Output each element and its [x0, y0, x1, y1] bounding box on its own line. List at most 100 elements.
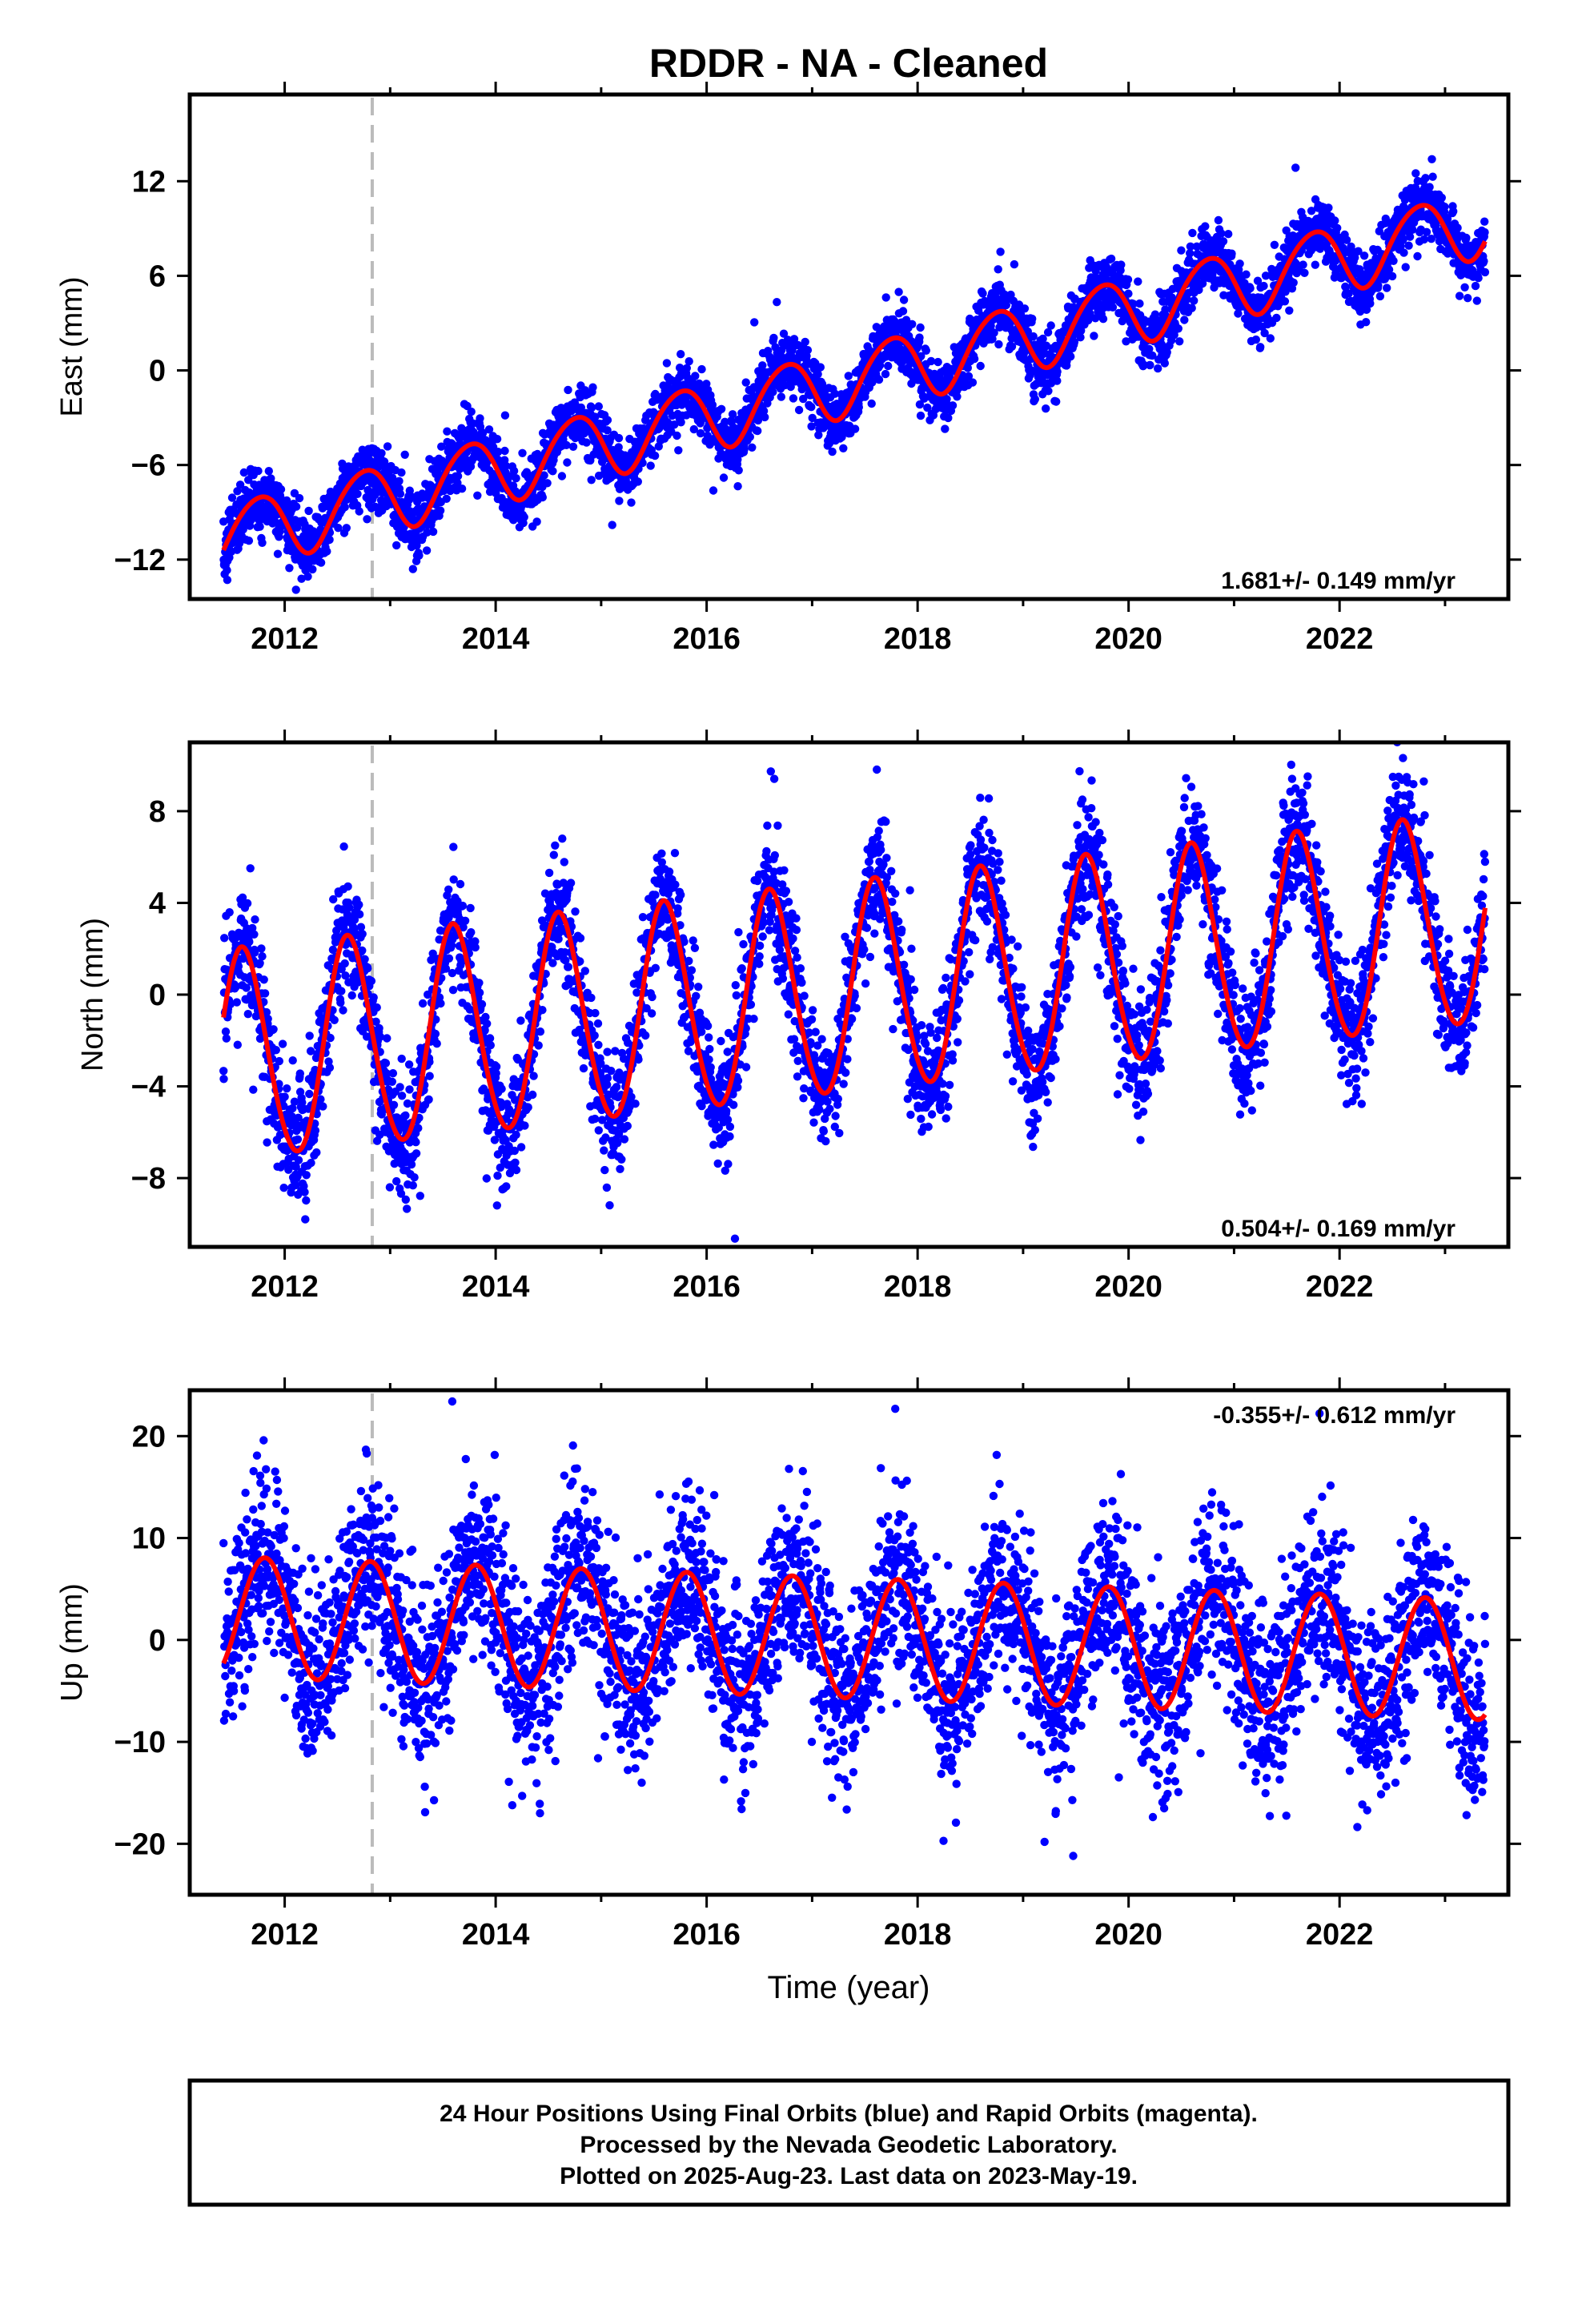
- east-data-point: [1419, 235, 1429, 244]
- east-y-tick-label: −6: [131, 449, 166, 483]
- north-data-point: [410, 1173, 419, 1182]
- east-data-point: [773, 298, 781, 307]
- east-data-point: [627, 498, 636, 507]
- east-data-point: [1117, 260, 1126, 269]
- east-data-point: [807, 403, 816, 412]
- north-data-point: [328, 945, 338, 955]
- east-data-point: [1154, 364, 1162, 373]
- east-data-point: [789, 335, 799, 344]
- east-data-point: [1135, 299, 1144, 308]
- east-data-point: [1046, 321, 1055, 330]
- east-data-point: [728, 410, 737, 419]
- north-data-point: [444, 954, 454, 963]
- east-data-point: [1404, 241, 1413, 250]
- east-data-point: [342, 524, 351, 533]
- east-data-point: [334, 524, 343, 533]
- east-data-point: [1106, 254, 1116, 263]
- north-data-point: [280, 1092, 289, 1101]
- east-data-point: [994, 340, 1003, 349]
- east-data-point: [588, 383, 597, 392]
- north-data-point: [326, 1033, 335, 1043]
- east-data-point: [748, 443, 757, 452]
- north-data-point: [403, 1204, 412, 1213]
- east-data-point: [881, 293, 890, 302]
- east-data-point: [708, 400, 717, 409]
- east-data-point: [563, 458, 572, 467]
- east-data-point: [518, 448, 527, 457]
- east-data-point: [916, 323, 925, 332]
- east-data-point: [1425, 183, 1434, 191]
- east-data-point: [814, 431, 823, 440]
- north-data-point: [219, 1075, 228, 1084]
- east-data-point: [691, 372, 700, 380]
- east-data-point: [964, 372, 974, 380]
- north-data-point: [372, 1003, 381, 1012]
- east-data-point: [830, 389, 840, 398]
- east-data-point: [741, 378, 750, 387]
- east-data-point: [1042, 404, 1050, 413]
- east-data-point: [1411, 169, 1420, 178]
- east-data-point: [1123, 275, 1133, 284]
- east-data-point: [769, 388, 777, 396]
- east-data-point: [1251, 335, 1261, 344]
- east-data-point: [1053, 367, 1062, 376]
- north-data-point: [275, 1056, 283, 1066]
- north-data-point: [311, 1126, 320, 1135]
- east-data-point: [423, 528, 432, 537]
- east-y-tick-label: 12: [132, 165, 166, 199]
- east-data-point: [603, 416, 612, 424]
- east-data-point: [1472, 296, 1482, 305]
- north-data-point: [381, 1059, 391, 1068]
- east-data-point: [1038, 334, 1047, 344]
- east-data-point: [1455, 292, 1464, 300]
- east-data-point: [1280, 297, 1290, 306]
- east-data-point: [1464, 294, 1472, 303]
- north-data-point: [401, 1111, 410, 1120]
- north-data-point: [375, 1023, 383, 1033]
- north-data-point: [259, 975, 268, 984]
- north-data-point: [425, 1072, 434, 1080]
- north-data-point: [243, 899, 252, 908]
- north-data-point: [278, 1039, 287, 1048]
- east-data-point: [874, 375, 884, 384]
- east-data-point: [682, 364, 691, 372]
- east-data-point: [1291, 163, 1300, 172]
- east-data-point: [422, 546, 432, 555]
- east-x-tick-label: 2012: [251, 622, 319, 656]
- east-data-point: [273, 549, 283, 558]
- north-data-point: [288, 1056, 297, 1065]
- east-data-point: [1413, 251, 1422, 261]
- east-x-tick-label: 2014: [462, 622, 530, 656]
- east-data-point: [1235, 259, 1244, 268]
- east-data-point: [667, 427, 676, 436]
- east-data-point: [1449, 207, 1458, 216]
- east-data-point: [1029, 332, 1038, 341]
- east-data-point: [1028, 314, 1037, 324]
- east-data-point: [1375, 292, 1385, 301]
- east-data-point: [884, 361, 893, 371]
- east-data-point: [258, 538, 267, 547]
- north-data-point: [219, 1067, 228, 1076]
- east-data-point: [227, 493, 237, 502]
- east-data-point: [1177, 246, 1186, 255]
- north-data-point: [367, 976, 376, 986]
- east-data-point: [397, 468, 406, 477]
- east-data-point: [325, 535, 334, 545]
- east-data-point: [990, 328, 998, 337]
- east-data-point: [520, 513, 528, 521]
- east-data-point: [794, 405, 804, 415]
- east-data-point: [1066, 352, 1075, 361]
- east-data-point: [1272, 313, 1281, 323]
- north-data-point: [408, 1181, 417, 1190]
- east-data-point: [803, 346, 813, 355]
- east-data-point: [850, 424, 860, 433]
- north-data-point: [405, 1085, 414, 1094]
- east-data-point: [501, 461, 511, 470]
- east-data-point: [436, 506, 445, 515]
- east-data-point: [608, 521, 616, 529]
- east-data-point: [1122, 337, 1130, 346]
- north-data-point: [396, 1083, 404, 1092]
- east-data-point: [673, 431, 681, 440]
- east-data-point: [813, 370, 822, 379]
